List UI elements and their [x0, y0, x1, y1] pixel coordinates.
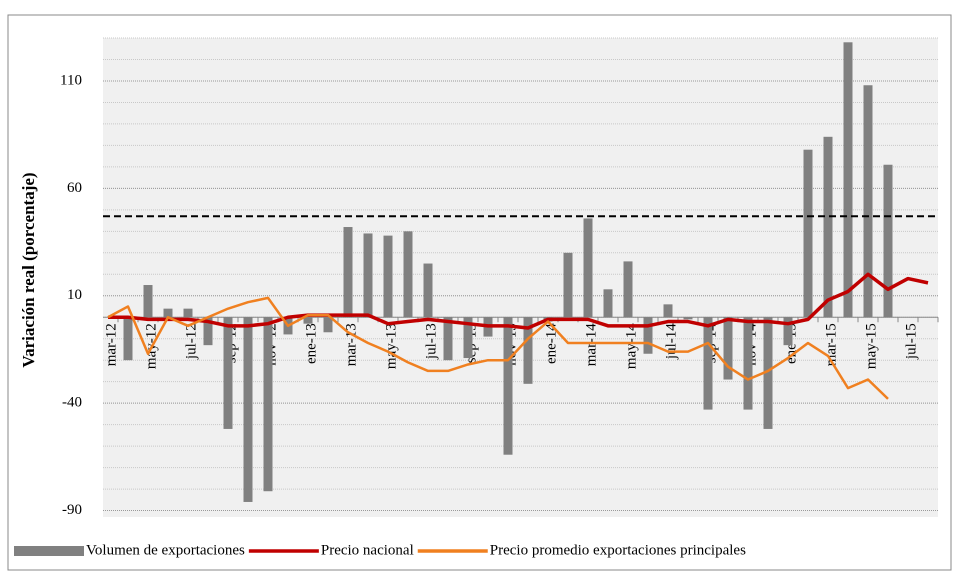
bar — [743, 317, 753, 410]
bar — [123, 317, 133, 361]
y-tick-label: 60 — [67, 180, 82, 196]
bar — [263, 317, 273, 492]
bar — [363, 233, 373, 318]
bar — [803, 149, 813, 318]
bar — [783, 317, 793, 346]
bar — [643, 317, 653, 354]
bar — [503, 317, 513, 455]
x-tick-label: jul-13 — [423, 323, 439, 360]
bar — [143, 285, 153, 318]
y-tick-label: -90 — [62, 502, 82, 518]
bar — [563, 252, 573, 318]
x-tick-label: may-14 — [623, 323, 639, 369]
bar — [223, 317, 233, 429]
x-tick-label: ene-13 — [303, 323, 319, 364]
bar — [583, 218, 593, 318]
bar — [323, 317, 333, 333]
bar — [423, 263, 433, 318]
legend-label: Precio promedio exportaciones principale… — [490, 542, 746, 558]
bar — [403, 231, 413, 318]
x-tick-label: jul-14 — [663, 323, 679, 360]
bar — [443, 317, 453, 361]
bar — [183, 308, 193, 318]
bar — [523, 317, 533, 384]
bar — [383, 235, 393, 318]
x-tick-label: jul-12 — [183, 323, 199, 360]
legend-label: Precio nacional — [321, 542, 414, 558]
x-tick-label: may-15 — [863, 323, 879, 369]
bar — [203, 317, 213, 346]
line — [108, 272, 929, 330]
bar — [463, 317, 473, 359]
x-tick-label: mar-13 — [343, 323, 359, 366]
y-tick-label: 110 — [60, 72, 82, 88]
line — [107, 296, 889, 400]
bar — [243, 317, 253, 502]
y-tick-label: -40 — [62, 395, 82, 411]
y-axis-label: Variación real (porcentaje) — [19, 172, 38, 367]
bar — [843, 42, 853, 318]
x-tick-label: mar-14 — [583, 323, 599, 367]
bar — [163, 308, 173, 318]
y-tick-label: 10 — [67, 287, 82, 303]
x-tick-label: jul-15 — [903, 323, 919, 360]
bar — [663, 304, 673, 318]
bar — [683, 317, 693, 320]
bar — [883, 164, 893, 318]
legend-label: Volumen de exportaciones — [86, 542, 245, 558]
bar — [723, 317, 733, 380]
bar — [623, 261, 633, 318]
bar — [703, 317, 713, 410]
bar — [863, 85, 873, 318]
bar — [343, 227, 353, 318]
x-tick-label: ene-14 — [543, 323, 559, 364]
bar — [823, 136, 833, 318]
bar — [603, 289, 613, 318]
legend-swatch — [14, 546, 84, 556]
x-tick-label: mar-12 — [103, 323, 119, 366]
bar — [303, 317, 313, 324]
bar — [763, 317, 773, 429]
plot-area — [103, 38, 938, 517]
x-tick-label: may-13 — [383, 323, 399, 369]
